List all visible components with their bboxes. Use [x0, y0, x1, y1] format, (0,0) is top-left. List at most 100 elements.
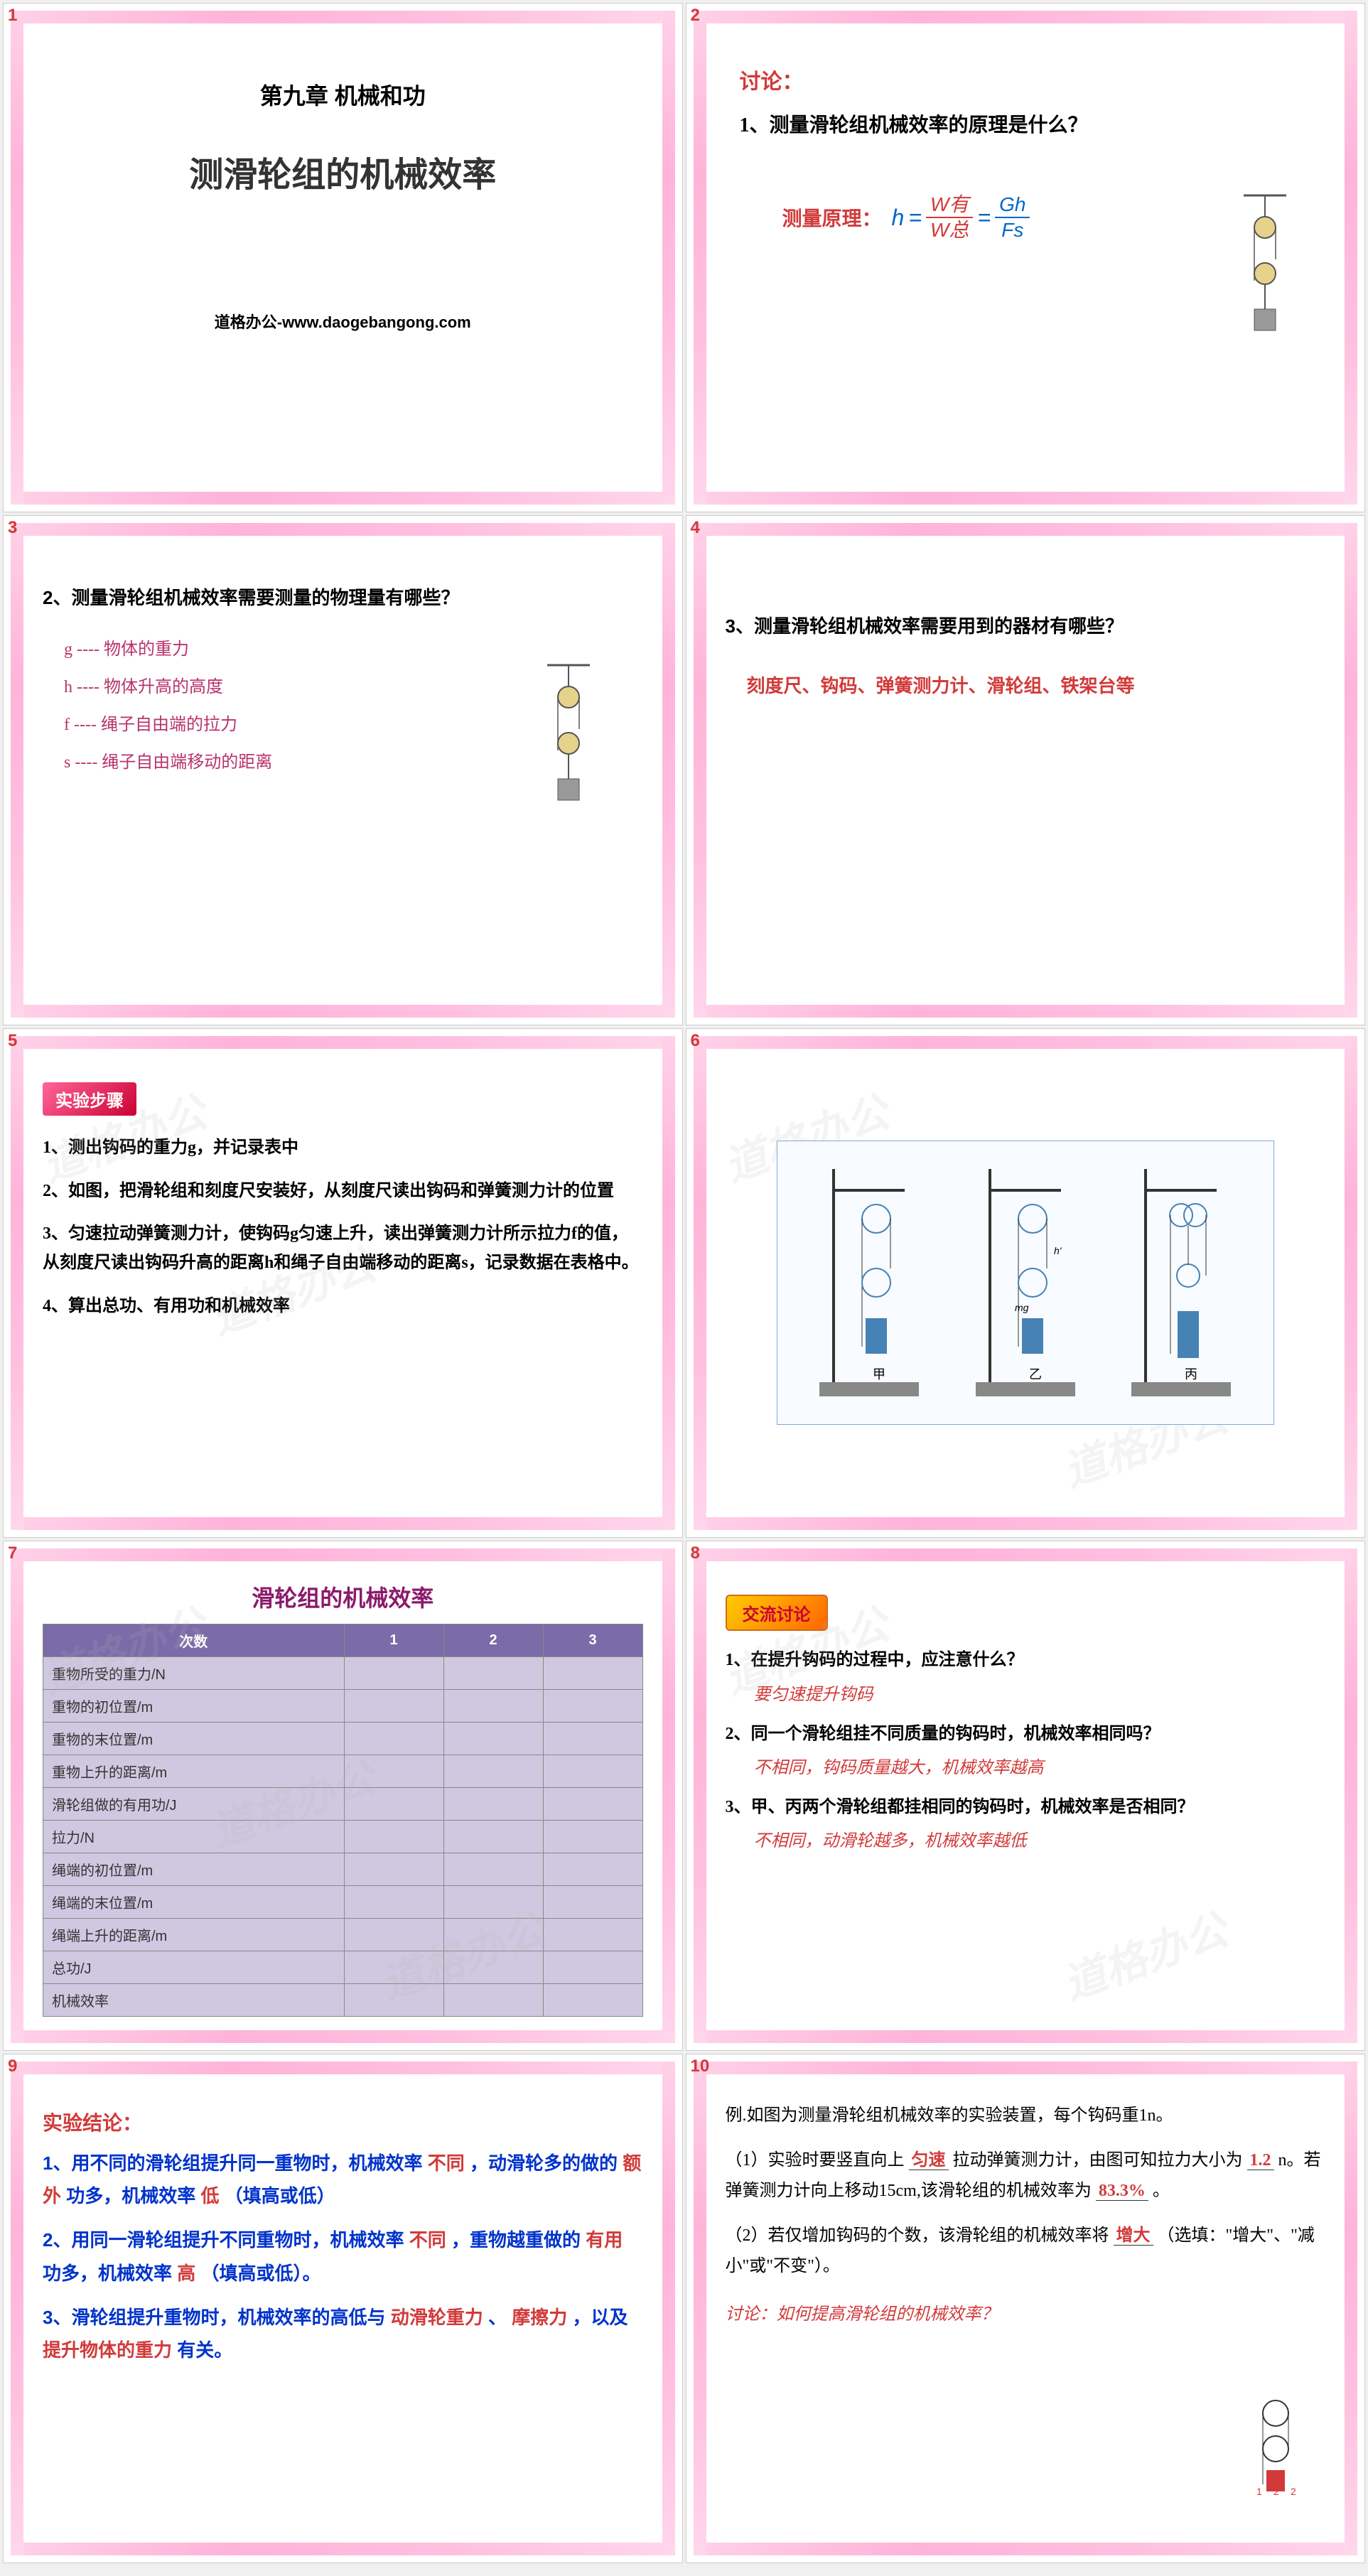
- qa-block: 2、同一个滑轮组挂不同质量的钩码时，机械效率相同吗？ 不相同，钩码质量越大，机械…: [726, 1720, 1326, 1778]
- text-part: 、: [488, 2307, 507, 2328]
- data-cell: [543, 1755, 642, 1788]
- conclusion-title: 实验结论：: [43, 2108, 643, 2136]
- slide-number: 1: [8, 6, 17, 26]
- slide-1: 1 第九章 机械和功 测滑轮组的机械效率 道格办公-www.daogebango…: [3, 3, 683, 512]
- header-cell: 2: [443, 1624, 543, 1657]
- blank-fill: 动滑轮重力: [391, 2307, 483, 2328]
- blank-fill: 提升物体的重力: [43, 2339, 172, 2361]
- text-part: ，动滑轮多的做的: [470, 2152, 618, 2174]
- denominator: Fs: [1001, 218, 1023, 240]
- table-title: 滑轮组的机械效率: [43, 1580, 643, 1613]
- data-cell: [543, 1951, 642, 1984]
- data-cell: [443, 1951, 543, 1984]
- numerator: Gh: [995, 195, 1030, 218]
- qa-block: 1、在提升钩码的过程中，应注意什么？ 要匀速提升钩码: [726, 1647, 1326, 1704]
- blank-fill: 增大: [1114, 2226, 1153, 2246]
- discuss-label: 讨论：: [740, 64, 1326, 95]
- data-cell: [543, 1690, 642, 1723]
- setup-jia: 甲: [812, 1162, 926, 1403]
- slide-number: 10: [691, 2057, 710, 2076]
- slide-10: 10 例.如图为测量滑轮组机械效率的实验装置，每个钩码重1n。 （1）实验时要竖…: [686, 2054, 1366, 2563]
- table-row: 重物所受的重力/N: [43, 1657, 643, 1690]
- main-title: 测滑轮组的机械效率: [43, 146, 643, 196]
- svg-text:甲: 甲: [873, 1367, 885, 1381]
- step-item: 4、算出总功、有用功和机械效率: [43, 1292, 643, 1321]
- text-part: 功多，机械效率: [66, 2185, 195, 2206]
- blank-fill: 83.3%: [1096, 2182, 1148, 2201]
- table-row: 重物上升的距离/m: [43, 1755, 643, 1788]
- table-row: 机械效率: [43, 1984, 643, 2017]
- data-cell: [443, 1723, 543, 1755]
- svg-text:2: 2: [1291, 2486, 1296, 2497]
- watermark: 道格办公: [1054, 1895, 1235, 2012]
- data-cell: [344, 1951, 443, 1984]
- svg-text:乙: 乙: [1029, 1367, 1042, 1381]
- slide-number: 4: [691, 518, 700, 538]
- row-label: 重物的初位置/m: [43, 1690, 345, 1723]
- question-text: 1、测量滑轮组机械效率的原理是什么？: [740, 109, 1326, 138]
- text-part: 3、滑轮组提升重物时，机械效率的高低与: [43, 2307, 385, 2328]
- conclusion-2: 2、用同一滑轮组提升不同重物时，机械效率 不同 ，重物越重做的 有用 功多，机械…: [43, 2224, 643, 2290]
- row-label: 重物所受的重力/N: [43, 1657, 345, 1690]
- question: 3、甲、丙两个滑轮组都挂相同的钩码时，机械效率是否相同？: [726, 1794, 1326, 1821]
- data-cell: [344, 1853, 443, 1886]
- data-cell: [443, 1788, 543, 1821]
- table-row: 拉力/N: [43, 1821, 643, 1853]
- conclusion-1: 1、用不同的滑轮组提升同一重物时，机械效率 不同 ，动滑轮多的做的 额外 功多，…: [43, 2147, 643, 2214]
- slide-number: 7: [8, 1543, 17, 1563]
- data-cell: [344, 1657, 443, 1690]
- var-h: h: [892, 205, 905, 231]
- data-cell: [543, 1886, 642, 1919]
- answer-text: 刻度尺、钩码、弹簧测力计、滑轮组、铁架台等: [747, 670, 1326, 704]
- eq-sign: =: [908, 205, 922, 231]
- data-cell: [543, 1821, 642, 1853]
- qa-block: 3、甲、丙两个滑轮组都挂相同的钩码时，机械效率是否相同？ 不相同，动滑轮越多，机…: [726, 1794, 1326, 1851]
- svg-text:h': h': [1054, 1245, 1062, 1256]
- blank-fill: 匀速: [909, 2151, 949, 2170]
- data-cell: [344, 1788, 443, 1821]
- data-cell: [443, 1919, 543, 1951]
- svg-text:1: 1: [1256, 2486, 1262, 2497]
- data-cell: [543, 1984, 642, 2017]
- pulley-icon: [1237, 188, 1293, 345]
- blank-fill: 1.2: [1247, 2151, 1274, 2170]
- data-cell: [344, 1821, 443, 1853]
- step-item: 2、如图，把滑轮组和刻度尺安装好，从刻度尺读出钩码和弹簧测力计的位置: [43, 1177, 643, 1206]
- row-label: 重物上升的距离/m: [43, 1755, 345, 1788]
- answer: 不相同，动滑轮越多，机械效率越低: [754, 1826, 1326, 1851]
- table-row: 重物的末位置/m: [43, 1723, 643, 1755]
- data-cell: [443, 1886, 543, 1919]
- section-tag: 实验步骤: [43, 1082, 136, 1116]
- formula-math: h = W有 W总 = Gh Fs: [892, 195, 1030, 240]
- row-label: 绳端上升的距离/m: [43, 1919, 345, 1951]
- text-part: 功多，机械效率: [43, 2263, 172, 2284]
- slide-number: 2: [691, 6, 700, 26]
- answer: 要匀速提升钩码: [754, 1680, 1326, 1705]
- slide-number: 3: [8, 518, 17, 538]
- row-label: 总功/J: [43, 1951, 345, 1984]
- data-cell: [543, 1853, 642, 1886]
- table-row: 绳端的末位置/m: [43, 1886, 643, 1919]
- row-label: 滑轮组做的有用功/J: [43, 1788, 345, 1821]
- data-cell: [543, 1919, 642, 1951]
- data-cell: [443, 1755, 543, 1788]
- data-cell: [443, 1984, 543, 2017]
- table-row: 绳端的初位置/m: [43, 1853, 643, 1886]
- slide-4: 4 3、测量滑轮组机械效率需要用到的器材有哪些？ 刻度尺、钩码、弹簧测力计、滑轮…: [686, 515, 1366, 1025]
- row-label: 重物的末位置/m: [43, 1723, 345, 1755]
- chapter-title: 第九章 机械和功: [43, 78, 643, 111]
- slide-6: 6 道格办公 道格办公 甲: [686, 1028, 1366, 1538]
- slide-3: 3 2、测量滑轮组机械效率需要测量的物理量有哪些？ g ---- 物体的重力 h…: [3, 515, 683, 1025]
- setup-bing: 丙: [1124, 1162, 1238, 1403]
- example-intro: 例.如图为测量滑轮组机械效率的实验装置，每个钩码重1n。: [726, 2101, 1326, 2131]
- steps-list: 1、测出钩码的重力g，并记录表中 2、如图，把滑轮组和刻度尺安装好，从刻度尺读出…: [43, 1133, 643, 1321]
- slide-8: 8 道格办公 道格办公 交流讨论 1、在提升钩码的过程中，应注意什么？ 要匀速提…: [686, 1541, 1366, 2050]
- question-text: 3、测量滑轮组机械效率需要用到的器材有哪些？: [726, 612, 1326, 642]
- blank-fill: 低: [201, 2185, 220, 2206]
- text-part: （填高或低）: [225, 2185, 335, 2206]
- list-item: g ---- 物体的重力: [64, 635, 643, 659]
- data-cell: [344, 1919, 443, 1951]
- text-part: （2）若仅增加钩码的个数，该滑轮组的机械效率将: [726, 2226, 1109, 2245]
- table-row: 绳端上升的距离/m: [43, 1919, 643, 1951]
- fraction-2: Gh Fs: [995, 195, 1030, 240]
